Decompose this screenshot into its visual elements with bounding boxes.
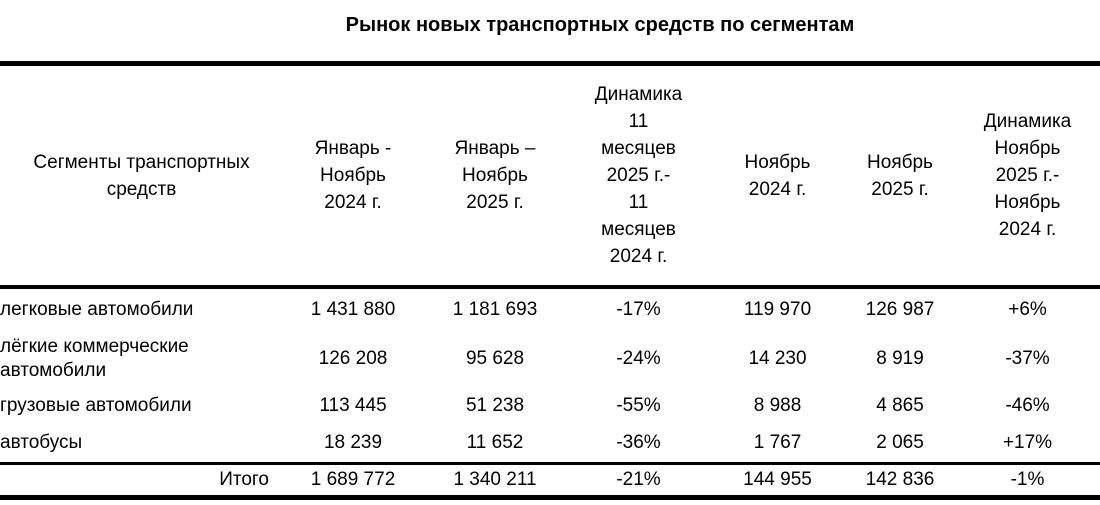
cell-nov-2024: 8 988	[753, 394, 802, 416]
cell-nov-2025: 2 065	[876, 432, 924, 453]
cell-total-jan-nov-2025: 1 340 211	[423, 462, 567, 498]
cell-total-label: Итого	[0, 462, 283, 498]
cell-nov-2024: 14 230	[748, 348, 807, 369]
header-dynamics-11m: Динамика 11 месяцев 2025 г.- 11 месяцев …	[567, 63, 710, 289]
cell-segment: грузовые автомобили	[0, 394, 192, 416]
table-total-row: Итого 1 689 772 1 340 211 -21% 144 955 1…	[0, 462, 1100, 498]
vehicle-market-table: Сегменты транспортных средств Январь - Н…	[0, 61, 1100, 500]
table-row-buses: автобусы 18 239 11 652 -36% 1 767 2 065 …	[0, 424, 1100, 464]
table-row-trucks: грузовые автомобили 113 445 51 238 -55% …	[0, 387, 1100, 424]
cell-dynamics-11m: -24%	[616, 348, 661, 369]
cell-dynamics-11m: -36%	[616, 432, 661, 453]
cell-nov-2025: 8 919	[876, 348, 924, 369]
cell-segment: автобусы	[0, 432, 83, 453]
cell-nov-2025: 126 987	[865, 299, 935, 320]
cell-total-nov-2025: 142 836	[845, 462, 955, 498]
cell-nov-2024: 1 767	[753, 432, 802, 453]
header-nov-2025: Ноябрь 2025 г.	[845, 63, 955, 289]
cell-nov-2024: 119 970	[743, 299, 812, 320]
cell-dynamics-11m: -55%	[616, 394, 661, 416]
cell-total-dynamics-11m: -21%	[567, 462, 710, 498]
cell-dynamics-nov: +6%	[1008, 299, 1047, 320]
header-jan-nov-2024: Январь - Ноябрь 2024 г.	[283, 63, 423, 289]
cell-jan-nov-2024: 126 208	[318, 348, 388, 369]
cell-jan-nov-2025: 11 652	[466, 432, 524, 453]
table-row-lcv: лёгкие коммерческие автомобили 126 208 9…	[0, 331, 1100, 387]
cell-jan-nov-2025: 51 238	[465, 394, 525, 416]
header-dynamics-nov: Динамика Ноябрь 2025 г.- Ноябрь 2024 г.	[955, 63, 1100, 289]
cell-jan-nov-2025: 95 628	[465, 348, 525, 369]
cell-total-jan-nov-2024: 1 689 772	[283, 462, 423, 498]
cell-jan-nov-2024: 1 431 880	[310, 299, 396, 320]
cell-nov-2025: 4 865	[876, 394, 924, 416]
table-row-passenger-cars: легковые автомобили 1 431 880 1 181 693 …	[0, 287, 1100, 331]
table-header-row: Сегменты транспортных средств Январь - Н…	[0, 63, 1100, 289]
cell-dynamics-nov: -46%	[1005, 394, 1050, 416]
cell-jan-nov-2025: 1 181 693	[452, 299, 538, 320]
cell-dynamics-11m: -17%	[616, 299, 661, 320]
cell-jan-nov-2024: 113 445	[319, 394, 387, 416]
cell-dynamics-nov: +17%	[1002, 432, 1053, 453]
cell-jan-nov-2024: 18 239	[323, 432, 383, 453]
page-title: Рынок новых транспортных средств по сегм…	[345, 14, 855, 36]
cell-segment: легковые автомобили	[0, 299, 194, 320]
header-segments: Сегменты транспортных средств	[0, 63, 283, 289]
header-jan-nov-2025: Январь – Ноябрь 2025 г.	[423, 63, 567, 289]
cell-total-nov-2024: 144 955	[710, 462, 845, 498]
header-nov-2024: Ноябрь 2024 г.	[710, 63, 845, 289]
cell-segment: лёгкие коммерческие автомобили	[0, 336, 189, 381]
cell-total-dynamics-nov: -1%	[955, 462, 1100, 498]
cell-dynamics-nov: -37%	[1005, 348, 1050, 369]
